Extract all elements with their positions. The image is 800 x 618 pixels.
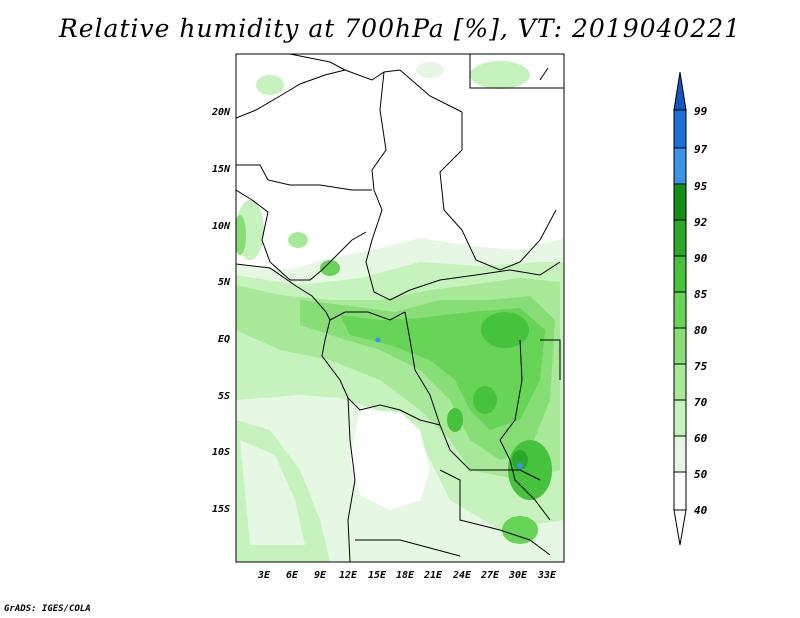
colorbar-label: 95 xyxy=(694,180,708,193)
colorbar-label: 70 xyxy=(694,396,708,409)
colorbar-swatch xyxy=(673,147,687,185)
lat-label: 10N xyxy=(212,221,231,232)
colorbar-label: 92 xyxy=(694,216,708,229)
colorbar-label: 90 xyxy=(694,252,708,265)
lon-label: 24E xyxy=(452,570,472,581)
colorbar-swatch xyxy=(673,435,687,473)
colorbar-swatch xyxy=(673,399,687,437)
colorbar-label: 80 xyxy=(694,324,708,337)
humidity-field xyxy=(236,54,564,562)
lon-label: 33E xyxy=(537,570,557,581)
chart-title: Relative humidity at 700hPa [%], VT: 201… xyxy=(58,14,742,43)
colorbar-low-triangle xyxy=(673,509,687,546)
colorbar-swatch xyxy=(673,363,687,401)
lon-label: 9E xyxy=(314,570,327,581)
colorbar-label: 85 xyxy=(694,288,708,301)
colorbar-label: 50 xyxy=(694,468,708,481)
lat-label: EQ xyxy=(218,334,230,345)
colorbar-label: 99 xyxy=(694,105,708,118)
country-borders xyxy=(236,54,564,562)
longitude-axis: 3E 6E 9E 12E 15E 18E 21E 24E 27E 30E 33E xyxy=(257,570,557,581)
lat-label: 5N xyxy=(218,277,231,288)
colorbar-label: 40 xyxy=(694,504,708,517)
lon-label: 21E xyxy=(423,570,443,581)
colorbar-label: 97 xyxy=(694,143,708,156)
footer-credit: GrADS: IGES/COLA xyxy=(4,604,91,614)
colorbar-swatch xyxy=(673,327,687,365)
colorbar: 40 50 60 70 75 80 85 90 92 95 97 99 xyxy=(673,71,708,546)
lat-label: 5S xyxy=(218,391,230,402)
colorbar-swatch xyxy=(673,291,687,329)
latitude-axis: 20N 15N 10N 5N EQ 5S 10S 15S xyxy=(211,107,231,515)
colorbar-swatch xyxy=(673,219,687,257)
lat-label: 15S xyxy=(212,504,230,515)
lon-label: 30E xyxy=(508,570,528,581)
lat-label: 15N xyxy=(212,164,231,175)
colorbar-swatch xyxy=(673,183,687,221)
colorbar-label: 75 xyxy=(694,360,708,373)
lon-label: 27E xyxy=(480,570,500,581)
lon-label: 12E xyxy=(339,570,358,581)
colorbar-high-triangle xyxy=(673,71,687,111)
lon-label: 6E xyxy=(286,570,299,581)
lat-label: 10S xyxy=(212,447,230,458)
lon-label: 3E xyxy=(257,570,271,581)
rh-region-95 xyxy=(517,463,523,469)
colorbar-swatch xyxy=(673,471,687,511)
lon-label: 15E xyxy=(368,570,387,581)
colorbar-label: 60 xyxy=(694,432,708,445)
rh-region-90 xyxy=(512,450,528,470)
lon-label: 18E xyxy=(396,570,415,581)
dry-area-angola xyxy=(350,410,430,510)
colorbar-swatch xyxy=(673,255,687,293)
colorbar-swatch xyxy=(673,109,687,149)
rh-region-85 xyxy=(481,312,529,348)
lat-label: 20N xyxy=(211,107,231,118)
map-frame xyxy=(235,53,565,563)
